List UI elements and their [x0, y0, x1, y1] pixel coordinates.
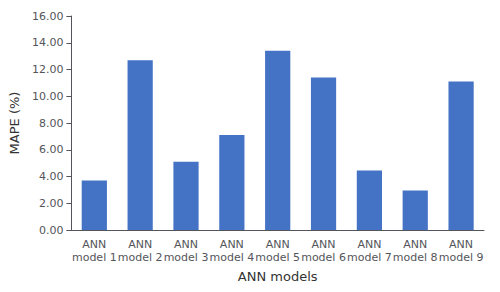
svg-text:8.00: 8.00: [39, 117, 64, 130]
svg-text:4.00: 4.00: [39, 170, 64, 183]
svg-text:model 6: model 6: [301, 251, 346, 264]
svg-text:ANN: ANN: [82, 238, 106, 251]
svg-text:ANN: ANN: [266, 238, 290, 251]
svg-text:10.00: 10.00: [32, 90, 64, 103]
svg-text:model 2: model 2: [118, 251, 163, 264]
svg-text:12.00: 12.00: [32, 63, 64, 76]
svg-text:model 8: model 8: [393, 251, 438, 264]
svg-text:6.00: 6.00: [39, 143, 64, 156]
svg-text:model 5: model 5: [255, 251, 300, 264]
svg-text:ANN: ANN: [357, 238, 381, 251]
svg-text:ANN: ANN: [449, 238, 473, 251]
svg-text:ANN: ANN: [403, 238, 427, 251]
svg-text:ANN: ANN: [220, 238, 244, 251]
svg-text:ANN: ANN: [174, 238, 198, 251]
svg-text:model 9: model 9: [439, 251, 484, 264]
svg-text:model 3: model 3: [164, 251, 209, 264]
svg-text:model 1: model 1: [72, 251, 117, 264]
svg-text:ANN: ANN: [312, 238, 336, 251]
svg-text:14.00: 14.00: [32, 36, 64, 49]
svg-text:model 7: model 7: [347, 251, 392, 264]
svg-text:ANN models: ANN models: [238, 269, 318, 284]
svg-text:16.00: 16.00: [32, 10, 64, 23]
svg-text:model 4: model 4: [209, 251, 254, 264]
svg-text:2.00: 2.00: [39, 197, 64, 210]
svg-text:0.00: 0.00: [39, 224, 64, 237]
svg-text:ANN: ANN: [128, 238, 152, 251]
svg-text:MAPE (%): MAPE (%): [7, 92, 22, 155]
